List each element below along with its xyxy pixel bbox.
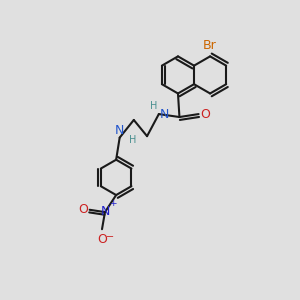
Text: O: O xyxy=(97,233,107,246)
Text: N: N xyxy=(114,124,124,137)
Text: N: N xyxy=(159,108,169,121)
Text: N: N xyxy=(101,205,110,218)
Text: −: − xyxy=(106,232,114,242)
Text: O: O xyxy=(79,203,88,216)
Text: O: O xyxy=(200,108,210,121)
Text: +: + xyxy=(109,199,117,208)
Text: Br: Br xyxy=(203,39,217,52)
Text: H: H xyxy=(128,135,136,145)
Text: H: H xyxy=(150,100,158,110)
